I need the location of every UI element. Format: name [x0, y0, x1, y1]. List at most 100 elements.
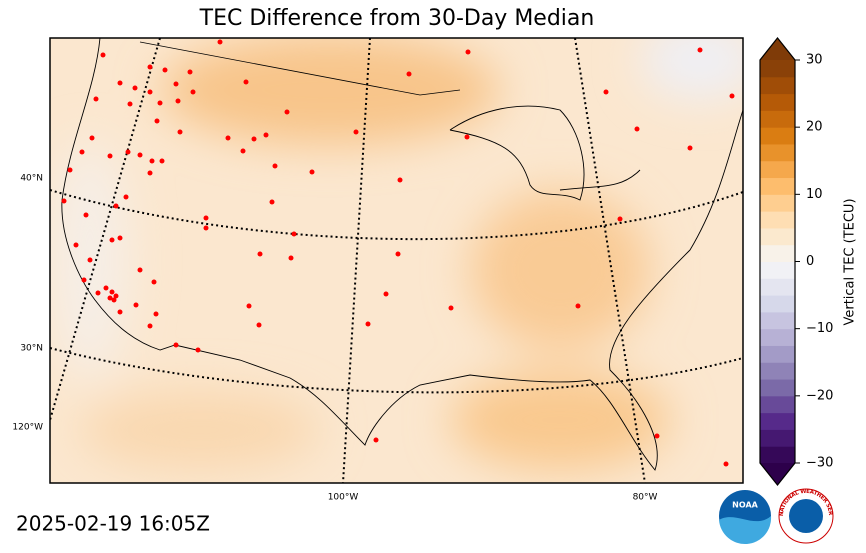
station [395, 251, 401, 257]
colorbar-tick-label: −20 [806, 388, 833, 403]
noaa-text: NOAA [732, 501, 758, 510]
station [448, 305, 454, 311]
station [137, 267, 143, 273]
station [697, 47, 703, 53]
colorbar-band [760, 244, 795, 262]
colorbar-label: Vertical TEC (TECU) [843, 198, 858, 325]
colorbar-extend-top [760, 38, 795, 60]
station [95, 290, 101, 296]
station [464, 134, 470, 140]
noaa-logo: NOAA [719, 490, 772, 545]
colorbar-band [760, 278, 795, 296]
station [187, 69, 193, 75]
station [109, 289, 115, 295]
station [157, 100, 163, 106]
station [149, 158, 155, 164]
station [83, 212, 89, 218]
station [87, 257, 93, 263]
colorbar-band [760, 177, 795, 195]
colorbar-band [760, 446, 795, 464]
colorbar-tick-label: −10 [806, 321, 833, 336]
colorbar-tick-label: 0 [806, 254, 814, 269]
colorbar-band [760, 311, 795, 330]
colorbar-band [760, 93, 795, 111]
station [217, 39, 223, 45]
station [162, 67, 168, 73]
station [251, 136, 257, 142]
station [190, 89, 196, 95]
station [177, 129, 183, 135]
station [132, 85, 138, 91]
station [729, 93, 735, 99]
station [111, 297, 117, 303]
station [269, 199, 275, 205]
station [309, 169, 315, 175]
station [67, 167, 73, 173]
station [117, 235, 123, 241]
station [397, 177, 403, 183]
station [89, 135, 95, 141]
station [603, 89, 609, 95]
station [93, 96, 99, 102]
station [113, 203, 119, 209]
station [81, 277, 87, 283]
station [246, 303, 252, 309]
colorbar-tick-label: 10 [806, 187, 823, 202]
station [256, 322, 262, 328]
station [147, 323, 153, 329]
station [147, 89, 153, 95]
station [173, 342, 179, 348]
station [373, 437, 379, 443]
colorbar-band [760, 395, 795, 414]
station [100, 52, 106, 58]
station [103, 285, 109, 291]
title: TEC Difference from 30-Day Median [199, 6, 595, 31]
station [117, 309, 123, 315]
station [575, 303, 581, 309]
lon-label: 100°W [328, 493, 359, 503]
colorbar-band [760, 295, 795, 313]
station [73, 242, 79, 248]
colorbar-band [760, 429, 795, 447]
colorbar-band [760, 328, 795, 346]
station [263, 132, 269, 138]
station [383, 291, 389, 297]
colorbar-band [760, 362, 795, 380]
station [173, 81, 179, 87]
lat-label: 30°N [20, 344, 43, 354]
station [203, 215, 209, 221]
colorbar-band [760, 110, 795, 128]
station [61, 198, 67, 204]
colorbar-band [760, 379, 795, 397]
colorbar-band [760, 211, 795, 229]
colorbar-band [760, 143, 795, 162]
colorbar-band [760, 76, 795, 95]
station [365, 321, 371, 327]
colorbar-extend-bottom [760, 463, 795, 485]
colorbar-band [760, 127, 795, 145]
station [125, 149, 131, 155]
colorbar-band [760, 412, 795, 430]
station [154, 118, 160, 124]
map-frame [49, 37, 744, 484]
station [109, 237, 115, 243]
colorbar-tick-label: 30 [806, 53, 823, 68]
station [79, 149, 85, 155]
station [257, 251, 263, 257]
station [291, 231, 297, 237]
station [175, 98, 181, 104]
station [634, 126, 640, 132]
station [137, 152, 143, 158]
station [147, 64, 153, 70]
station [687, 145, 693, 151]
station [353, 129, 359, 135]
colorbar-band [760, 194, 795, 212]
lat-label: 40°N [20, 174, 43, 184]
colorbar-band [760, 227, 795, 246]
station [113, 293, 119, 299]
station [617, 216, 623, 222]
station [195, 347, 201, 353]
colorbar-tick-label: 20 [806, 120, 823, 135]
lon-label: 80°W [633, 493, 658, 503]
